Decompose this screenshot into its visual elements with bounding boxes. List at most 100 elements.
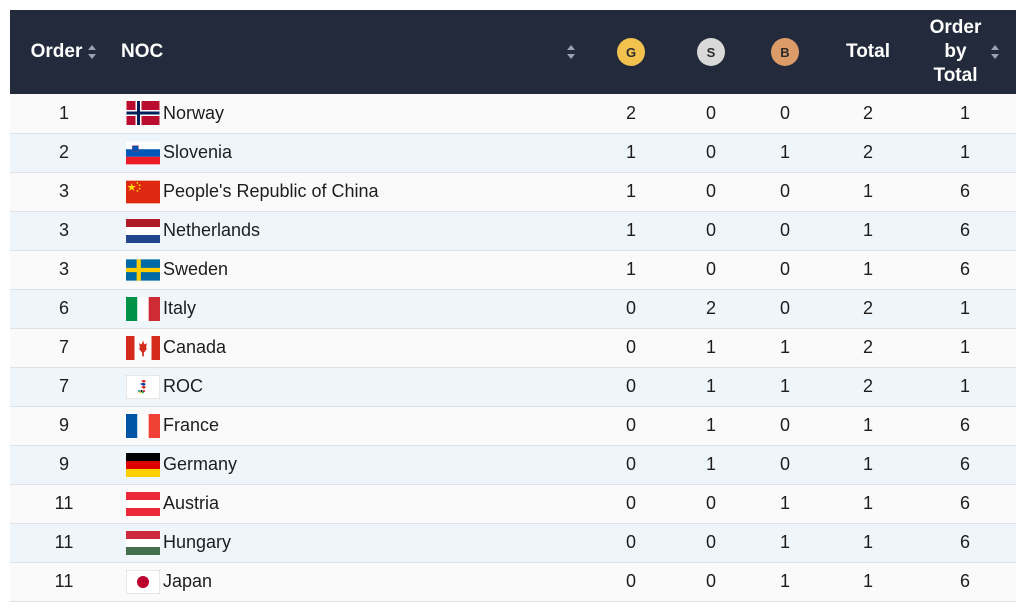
noc-link[interactable]: Austria [163, 493, 220, 513]
noc-link[interactable]: Netherlands [163, 220, 261, 240]
bronze-count-cell: 0 [779, 298, 790, 318]
table-row: 3 Sweden 1 0 0 1 6 [10, 250, 1016, 289]
bronze-medal-icon: B [771, 38, 799, 66]
noc-cell: ROC [118, 367, 588, 406]
japan-flag-icon [126, 569, 160, 594]
order-by-total-label-line1: Order [929, 17, 982, 38]
order-by-total-cell: 6 [959, 532, 970, 552]
noc-link[interactable]: Slovenia [163, 142, 233, 162]
noc-link[interactable]: Germany [163, 454, 238, 474]
bronze-count-cell: 0 [779, 259, 790, 279]
silver-count-cell: 0 [705, 220, 716, 240]
canada-flag-icon [126, 335, 160, 360]
gold-count-cell: 1 [625, 220, 636, 240]
italy-flag-icon [126, 296, 160, 321]
order-cell: 9 [58, 415, 69, 435]
order-by-total-cell: 6 [959, 220, 970, 240]
noc-link[interactable]: People's Republic of China [163, 181, 379, 201]
table-row: 6 Italy 0 2 0 2 1 [10, 289, 1016, 328]
order-by-total-cell: 1 [959, 142, 970, 162]
noc-cell: Hungary [118, 523, 588, 562]
order-column-header[interactable]: Order [10, 10, 118, 94]
total-count-cell: 2 [862, 337, 873, 357]
noc-link[interactable]: Norway [163, 102, 225, 123]
noc-link[interactable]: Japan [163, 571, 213, 591]
total-count-cell: 1 [862, 454, 873, 474]
noc-cell: Germany [118, 445, 588, 484]
germany-flag-icon [126, 452, 160, 477]
silver-count-cell: 0 [705, 181, 716, 201]
bronze-count-cell: 0 [779, 415, 790, 435]
total-count-cell: 1 [862, 571, 873, 591]
order-by-total-cell: 6 [959, 493, 970, 513]
order-by-total-cell: 6 [959, 259, 970, 279]
noc-cell: Slovenia [118, 133, 588, 172]
silver-medal-icon: S [697, 38, 725, 66]
noc-cell: Austria [118, 484, 588, 523]
order-cell: 3 [58, 220, 69, 240]
order-cell: 1 [58, 102, 69, 123]
noc-link[interactable]: ROC [163, 376, 203, 396]
total-count-cell: 1 [862, 220, 873, 240]
gold-column-header[interactable]: G [588, 10, 674, 94]
gold-medal-icon: G [617, 38, 645, 66]
table-row: 3 People's Republic of China 1 0 0 1 6 [10, 172, 1016, 211]
total-count-cell: 1 [862, 532, 873, 552]
bronze-column-header[interactable]: B [748, 10, 822, 94]
noc-link[interactable]: Hungary [163, 532, 232, 552]
sort-icon[interactable] [991, 45, 1000, 59]
order-cell: 11 [54, 571, 74, 591]
noc-header-label: NOC [121, 41, 164, 62]
silver-count-cell: 0 [705, 259, 716, 279]
table-row: 3 Netherlands 1 0 0 1 6 [10, 211, 1016, 250]
total-count-cell: 2 [862, 102, 873, 123]
hungary-flag-icon [126, 530, 160, 555]
order-cell: 6 [58, 298, 69, 318]
noc-cell: Norway [118, 94, 588, 133]
silver-count-cell: 1 [705, 454, 716, 474]
austria-flag-icon [126, 491, 160, 516]
table-row: 11 Japan 0 0 1 1 6 [10, 562, 1016, 601]
silver-count-cell: 1 [705, 376, 716, 396]
order-cell: 11 [54, 493, 74, 513]
total-column-header[interactable]: Total [822, 10, 914, 94]
silver-count-cell: 1 [705, 415, 716, 435]
noc-link[interactable]: Sweden [163, 259, 229, 279]
gold-count-cell: 0 [625, 532, 636, 552]
order-by-total-cell: 1 [959, 337, 970, 357]
sort-icon[interactable] [88, 45, 97, 59]
table-row: 9 Germany 0 1 0 1 6 [10, 445, 1016, 484]
gold-count-cell: 0 [625, 337, 636, 357]
silver-count-cell: 0 [705, 532, 716, 552]
gold-count-cell: 0 [625, 415, 636, 435]
noc-cell: Japan [118, 562, 588, 601]
order-by-total-cell: 6 [959, 181, 970, 201]
order-cell: 3 [58, 259, 69, 279]
order-by-total-cell: 6 [959, 415, 970, 435]
medal-table-container: Order NOC G S B [10, 10, 1016, 602]
silver-column-header[interactable]: S [674, 10, 748, 94]
table-row: 7 Canada 0 1 1 2 1 [10, 328, 1016, 367]
table-row: 1 Norway 2 0 0 2 1 [10, 94, 1016, 133]
order-by-total-cell: 1 [959, 298, 970, 318]
order-cell: 2 [58, 142, 69, 162]
noc-column-header[interactable]: NOC [118, 10, 588, 94]
total-count-cell: 1 [862, 415, 873, 435]
order-cell: 9 [58, 454, 69, 474]
noc-link[interactable]: France [163, 415, 220, 435]
sort-icon[interactable] [567, 45, 576, 59]
table-row: 7 ROC 0 1 1 2 1 [10, 367, 1016, 406]
gold-count-cell: 0 [625, 493, 636, 513]
bronze-count-cell: 1 [779, 376, 790, 396]
order-cell: 3 [58, 181, 69, 201]
order-by-total-column-header[interactable]: Order by Total [914, 10, 1016, 94]
total-count-cell: 2 [862, 142, 873, 162]
noc-link[interactable]: Italy [163, 298, 197, 318]
noc-cell: Canada [118, 328, 588, 367]
order-by-total-cell: 6 [959, 571, 970, 591]
silver-count-cell: 2 [705, 298, 716, 318]
noc-link[interactable]: Canada [163, 337, 227, 357]
table-row: 11 Austria 0 0 1 1 6 [10, 484, 1016, 523]
medal-table-body: 1 Norway 2 0 0 2 1 2 Slovenia 1 0 1 2 1 3 People's Repu… [10, 94, 1016, 601]
gold-count-cell: 0 [625, 376, 636, 396]
